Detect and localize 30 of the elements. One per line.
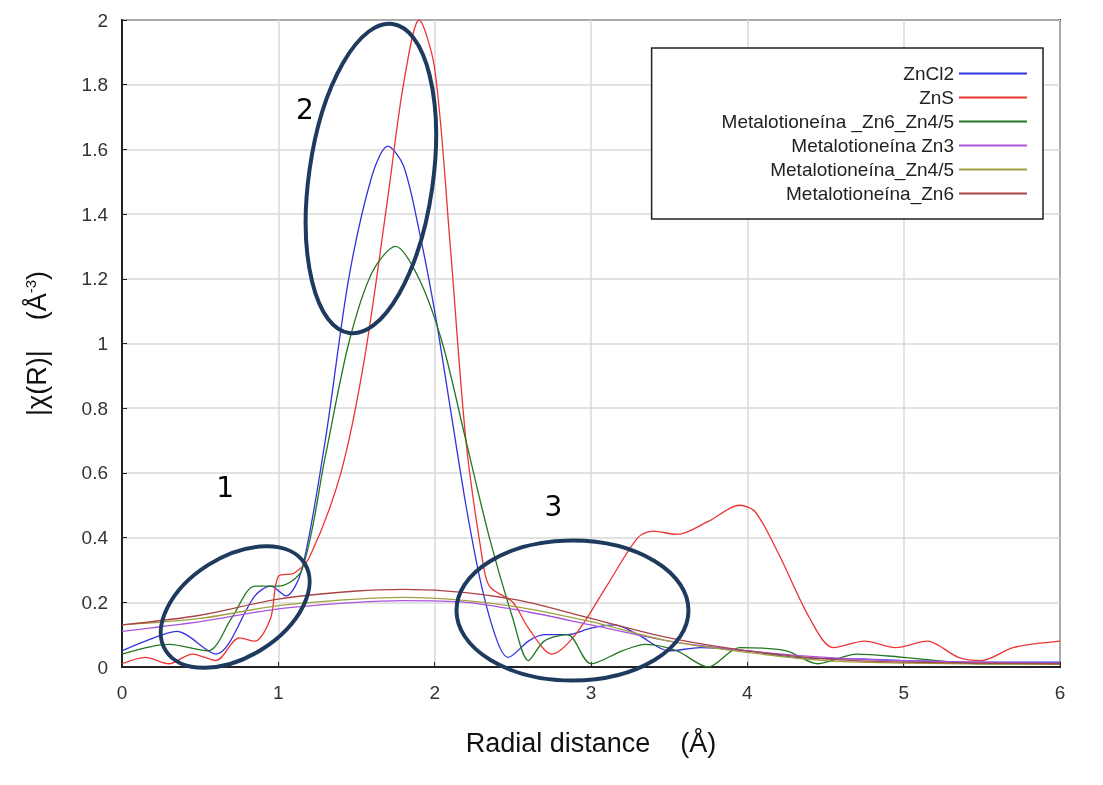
x-tick-label: 2 <box>429 682 440 703</box>
x-tick-label: 3 <box>585 682 597 703</box>
legend-label: ZnS <box>919 87 954 108</box>
annotation: 2 <box>296 92 314 126</box>
annotation: 1 <box>216 471 235 505</box>
x-tick-label: 1 <box>273 682 284 703</box>
x-axis-title: Radial distance (Å) <box>465 726 717 758</box>
y-tick-label: 1.6 <box>81 138 108 160</box>
y-tick-label: 2 <box>97 9 108 31</box>
x-tick-label: 6 <box>1054 682 1066 703</box>
y-tick-label: 0.6 <box>81 462 108 484</box>
y-tick-label: 0.8 <box>81 397 108 419</box>
legend-label: Metalotioneína_Zn4/5 <box>770 159 954 181</box>
y-axis-title: |χ(R)| (Å-3) <box>20 270 52 417</box>
y-tick-label: 1.4 <box>81 203 109 225</box>
y-tick-label: 0 <box>97 656 108 678</box>
y-tick-label: 1 <box>97 333 108 354</box>
legend-label: Metalotioneína Zn3 <box>791 135 954 156</box>
annotation: 3 <box>544 490 563 524</box>
y-tick-label: 0.4 <box>81 527 109 549</box>
x-tick-label: 0 <box>116 682 128 703</box>
legend-label: Metalotioneína _Zn6_Zn4/5 <box>721 111 954 133</box>
legend-label: ZnCl2 <box>903 63 954 84</box>
line-series <box>121 19 1061 665</box>
y-tick-label: 1.2 <box>81 268 108 290</box>
x-tick-label: 4 <box>742 682 754 703</box>
legend-label: Metalotioneína_Zn6 <box>786 183 954 205</box>
y-tick-label: 1.8 <box>81 74 108 96</box>
y-tick-label: 0.2 <box>81 591 108 613</box>
x-tick-label: 5 <box>898 682 909 703</box>
